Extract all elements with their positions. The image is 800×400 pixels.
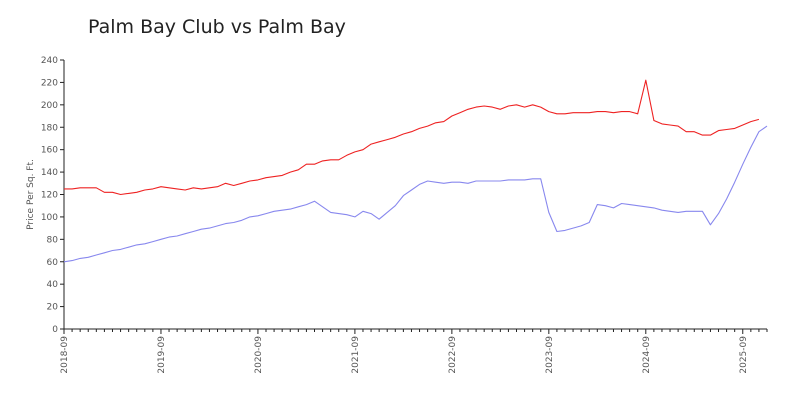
y-tick-label: 120: [41, 191, 58, 201]
y-tick-label: 80: [47, 235, 59, 245]
y-axis-label: Price Per Sq. Ft.: [26, 159, 36, 230]
y-tick-label: 240: [41, 56, 58, 66]
x-tick-label: 2023-09: [545, 336, 555, 374]
chart-axes: 0 20 40 60 80 100 120 140 160 180 200 220 240 2018-09…: [41, 56, 768, 374]
y-tick-label: 200: [41, 101, 58, 111]
y-tick-label: 20: [47, 303, 59, 313]
x-tick-label: 2025-09: [739, 336, 749, 374]
x-tick-label: 2024-09: [642, 336, 652, 374]
x-tick-label: 2021-09: [351, 336, 361, 374]
series-line-2: [63, 125, 768, 263]
x-tick-label: 2022-09: [448, 336, 458, 374]
y-tick-label: 180: [41, 123, 58, 133]
x-tick-label: 2019-09: [157, 336, 167, 374]
y-tick-label: 60: [47, 258, 59, 268]
y-tick-label: 220: [41, 78, 58, 88]
chart-title: Palm Bay Club vs Palm Bay: [88, 16, 346, 38]
x-tick-label: 2018-09: [60, 336, 70, 374]
x-tick-label: 2020-09: [254, 336, 264, 374]
y-tick-label: 40: [47, 280, 59, 290]
series-line-1: [64, 79, 760, 196]
chart-series: [63, 79, 768, 263]
y-tick-label: 100: [41, 213, 58, 223]
y-tick-label: 160: [41, 146, 58, 156]
y-tick-label: 140: [41, 168, 58, 178]
y-tick-label: 0: [52, 325, 58, 335]
